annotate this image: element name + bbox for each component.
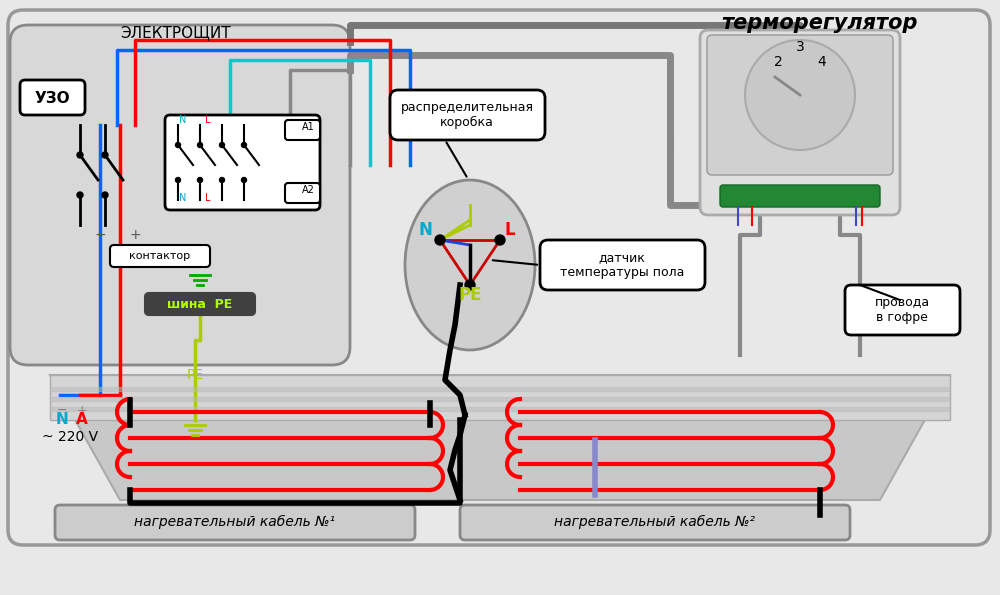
Text: N: N <box>179 115 187 125</box>
Text: ~ 220 V: ~ 220 V <box>42 430 98 444</box>
Circle shape <box>745 40 855 150</box>
Text: 3: 3 <box>796 40 804 54</box>
Text: +: + <box>77 403 87 416</box>
FancyBboxPatch shape <box>845 285 960 335</box>
FancyBboxPatch shape <box>720 185 880 207</box>
Circle shape <box>242 177 247 183</box>
FancyBboxPatch shape <box>165 115 320 210</box>
FancyBboxPatch shape <box>707 35 893 175</box>
FancyBboxPatch shape <box>460 505 850 540</box>
Polygon shape <box>50 375 950 420</box>
Text: 2: 2 <box>774 55 782 69</box>
Circle shape <box>77 152 83 158</box>
Ellipse shape <box>405 180 535 350</box>
Text: A: A <box>76 412 88 427</box>
FancyBboxPatch shape <box>540 240 705 290</box>
Text: L: L <box>205 115 211 125</box>
Circle shape <box>198 142 203 148</box>
Text: 4: 4 <box>818 55 826 69</box>
FancyBboxPatch shape <box>390 90 545 140</box>
FancyBboxPatch shape <box>55 505 415 540</box>
Circle shape <box>102 152 108 158</box>
FancyBboxPatch shape <box>285 183 320 203</box>
FancyBboxPatch shape <box>110 245 210 267</box>
Circle shape <box>176 177 181 183</box>
Text: нагревательный кабель №¹: нагревательный кабель №¹ <box>134 515 336 529</box>
Text: УЗО: УЗО <box>34 90 70 105</box>
Text: A1: A1 <box>302 122 314 132</box>
Circle shape <box>176 142 181 148</box>
Text: N: N <box>418 221 432 239</box>
Text: распределительная
коробка: распределительная коробка <box>400 101 534 129</box>
Circle shape <box>198 177 203 183</box>
Circle shape <box>220 177 225 183</box>
Circle shape <box>77 192 83 198</box>
Text: A2: A2 <box>302 185 314 195</box>
Text: нагревательный кабель №²: нагревательный кабель №² <box>554 515 756 529</box>
Circle shape <box>465 280 475 290</box>
Text: −: − <box>94 228 106 242</box>
Text: L: L <box>205 193 211 203</box>
Text: −: − <box>57 403 67 416</box>
Text: N: N <box>56 412 68 427</box>
FancyBboxPatch shape <box>10 25 350 365</box>
Text: провода
в гофре: провода в гофре <box>874 296 930 324</box>
FancyBboxPatch shape <box>700 30 900 215</box>
Text: терморегулятор: терморегулятор <box>722 13 918 33</box>
Text: PE: PE <box>186 368 204 382</box>
Circle shape <box>242 142 247 148</box>
Text: +: + <box>129 228 141 242</box>
Circle shape <box>102 192 108 198</box>
Circle shape <box>220 142 225 148</box>
Text: датчик
температуры пола: датчик температуры пола <box>560 251 684 279</box>
Circle shape <box>495 235 505 245</box>
FancyBboxPatch shape <box>285 120 320 140</box>
Text: PE: PE <box>458 286 482 304</box>
Text: N: N <box>179 193 187 203</box>
Text: контактор: контактор <box>129 251 191 261</box>
Circle shape <box>435 235 445 245</box>
FancyBboxPatch shape <box>145 293 255 315</box>
Text: L: L <box>505 221 515 239</box>
Text: шина  PE: шина PE <box>167 298 233 311</box>
FancyBboxPatch shape <box>20 80 85 115</box>
Text: ЭЛЕКТРОЩИТ: ЭЛЕКТРОЩИТ <box>120 26 230 40</box>
Polygon shape <box>50 375 950 500</box>
